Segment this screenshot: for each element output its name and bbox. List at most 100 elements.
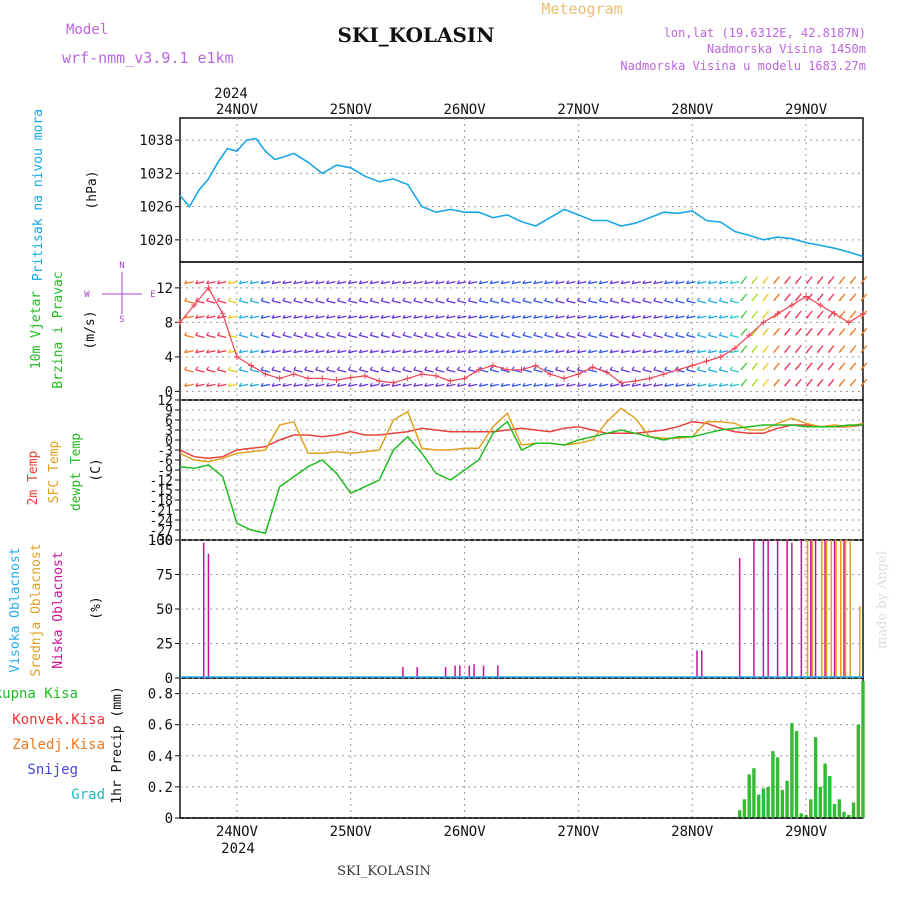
wind-barb-flag <box>740 366 744 371</box>
wind-barb <box>588 300 598 304</box>
wind-barb-flag <box>642 314 646 319</box>
y-tick-label: 8 <box>165 315 173 331</box>
wind-barb-flag <box>816 382 821 387</box>
wind-barb <box>457 300 467 304</box>
wind-barb-flag <box>304 366 308 371</box>
wind-barb <box>631 334 641 339</box>
wind-barb-flag <box>478 280 482 284</box>
wind-barb-flag <box>686 331 690 336</box>
wind-barb <box>686 334 696 339</box>
wind-barb-flag <box>195 382 199 387</box>
wind-barb-flag <box>336 280 341 284</box>
wind-barb-flag <box>806 349 810 353</box>
compass-icon: N W E S <box>84 261 155 325</box>
wind-barb <box>348 383 358 387</box>
temp-2m-line <box>179 420 864 460</box>
wind-barb <box>239 300 249 304</box>
wind-barb-flag <box>707 382 711 387</box>
wind-barb-flag <box>522 280 526 284</box>
wind-barb <box>359 300 369 304</box>
wind-barb <box>413 350 423 354</box>
pressure-panel: Pritisak na nivou mora (hPa) 1038 1032 102… <box>31 109 864 281</box>
wind-barb-flag <box>740 382 744 387</box>
wind-barb <box>315 281 325 285</box>
wind-barb <box>413 315 423 319</box>
wind-barb-flag <box>446 382 450 387</box>
precip-bar <box>747 774 751 818</box>
wind-barb <box>228 350 238 354</box>
wind-barb-flag <box>249 382 253 387</box>
wind-barb-flag <box>849 349 853 353</box>
wind-barb-flag <box>773 331 777 336</box>
wind-barb-flag <box>860 366 864 371</box>
wind-barb-flag <box>762 349 766 353</box>
wind-barb-flag <box>784 297 788 302</box>
wind-barb <box>348 350 358 354</box>
wind-barb <box>610 350 620 354</box>
wind-barb <box>315 350 325 354</box>
wind-barb <box>719 334 729 339</box>
wind-barb-flag <box>827 382 831 387</box>
wind-barb-flag <box>249 349 253 353</box>
wind-barb <box>348 300 358 304</box>
wind-barb <box>206 300 216 304</box>
wind-barb-flag <box>751 382 755 387</box>
wind-barb-flag <box>609 331 613 336</box>
wind-barb-flag <box>184 349 188 353</box>
wind-barb <box>599 315 609 319</box>
wind-barb <box>260 350 271 354</box>
wind-barb-flag <box>849 314 853 319</box>
wind-barb <box>250 300 260 304</box>
wind-barb-flag <box>566 366 570 371</box>
wind-barb-flag <box>500 382 504 387</box>
wind-barb <box>435 369 445 373</box>
wind-barb <box>271 369 281 373</box>
wind-barb-flag <box>511 382 515 387</box>
wind-barb-flag <box>675 349 679 353</box>
wind-barb <box>326 369 336 373</box>
wind-barb-flag <box>555 297 559 302</box>
wind-barb-flag <box>729 280 733 284</box>
wind-barb <box>195 350 205 354</box>
wind-barb <box>642 281 652 285</box>
wind-barb <box>337 383 347 387</box>
wind-barb-flag <box>729 366 733 371</box>
wind-barb-flag <box>642 297 646 302</box>
y-tick-label: 1038 <box>139 133 173 149</box>
wind-barb-flag <box>282 349 286 353</box>
wind-barb <box>446 383 456 387</box>
wind-barb-flag <box>380 331 384 336</box>
compass-east: E <box>150 290 155 300</box>
wind-barb-flag <box>795 314 799 319</box>
wind-barb <box>500 334 510 339</box>
wind-barb-flag <box>500 349 504 353</box>
wind-barb <box>675 281 685 285</box>
wind-barb <box>293 334 303 339</box>
wind-barb-flag <box>369 331 373 336</box>
wind-barb <box>282 315 292 319</box>
wind-barb <box>708 300 718 304</box>
compass-south: S <box>119 315 124 325</box>
y-tick-label: 0.4 <box>148 749 173 765</box>
wind-barb-flag <box>195 297 199 302</box>
wind-barb-flag <box>707 366 711 371</box>
wind-barb-flag <box>827 366 831 371</box>
wind-barb-flag <box>249 314 253 319</box>
wind-barb-flag <box>587 349 591 353</box>
wind-barb-flag <box>740 349 744 353</box>
wind-barb <box>380 369 390 373</box>
wind-barb-flag <box>435 382 439 387</box>
wind-barb <box>653 369 663 373</box>
wind-barb-flag <box>380 366 384 371</box>
wind-barb-flag <box>489 349 493 353</box>
bottom-date-label: 24NOV <box>216 824 259 840</box>
wind-barb <box>260 369 270 373</box>
wind-barb-flag <box>816 366 821 371</box>
wind-unit-label: (m/s) <box>83 310 98 349</box>
wind-barb-flag <box>500 280 504 284</box>
wind-barb <box>402 369 412 373</box>
wind-barb-flag <box>216 331 221 336</box>
wind-barb <box>435 350 445 354</box>
wind-barb-flag <box>369 280 373 284</box>
wind-barb-flag <box>238 366 242 371</box>
